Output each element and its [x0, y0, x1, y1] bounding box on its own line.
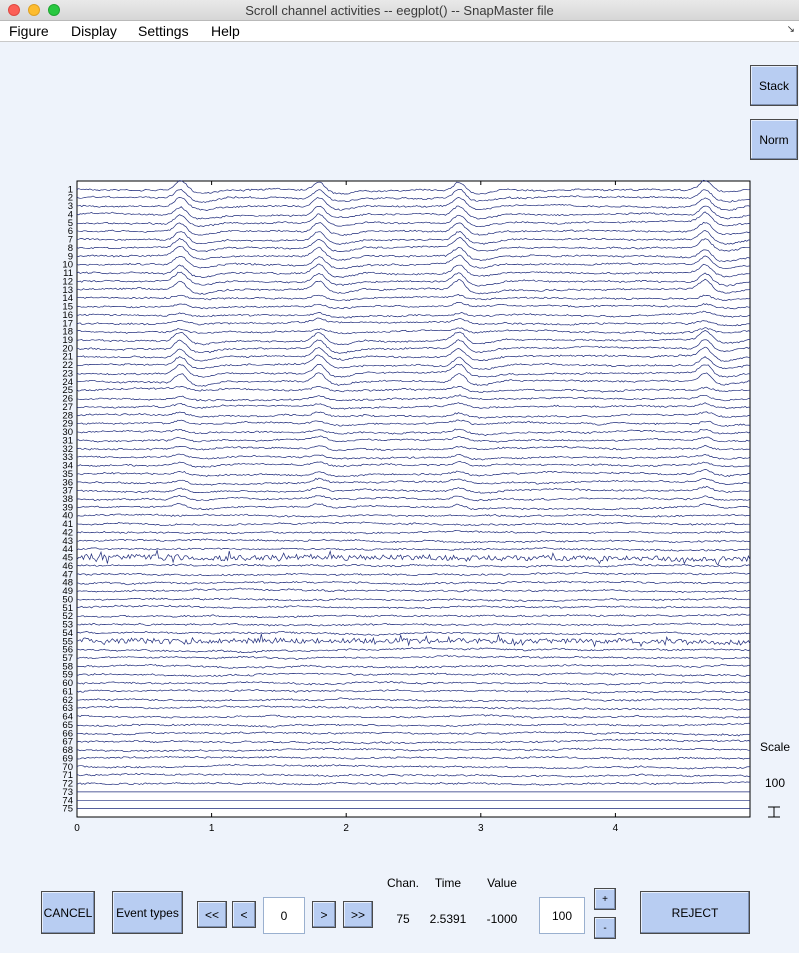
- value-label: Value: [477, 876, 527, 890]
- chan-label: Chan.: [380, 876, 426, 890]
- x-tick-label: 4: [613, 823, 619, 834]
- window-position-input[interactable]: 0: [263, 897, 305, 934]
- value-value: -1000: [477, 912, 527, 926]
- x-tick-label: 0: [74, 823, 80, 834]
- increase-scale-button[interactable]: +: [594, 888, 616, 910]
- plot-area[interactable]: [77, 181, 750, 817]
- x-tick-label: 1: [209, 823, 215, 834]
- first-page-button[interactable]: <<: [197, 901, 227, 928]
- decrease-scale-button[interactable]: -: [594, 917, 616, 939]
- channel-label: 75: [62, 804, 73, 815]
- x-tick-label: 3: [478, 823, 484, 834]
- reject-button[interactable]: REJECT: [640, 891, 750, 934]
- scale-label: Scale: [752, 740, 798, 754]
- scale-bar: [768, 807, 780, 817]
- cancel-button[interactable]: CANCEL: [41, 891, 95, 934]
- x-tick-label: 2: [343, 823, 349, 834]
- last-page-button[interactable]: >>: [343, 901, 373, 928]
- next-page-button[interactable]: >: [312, 901, 336, 928]
- previous-page-button[interactable]: <: [232, 901, 256, 928]
- spacing-input[interactable]: 100: [539, 897, 585, 934]
- event-types-button[interactable]: Event types: [112, 891, 183, 934]
- scale-value: 100: [752, 776, 798, 790]
- time-label: Time: [425, 876, 471, 890]
- time-value: 2.5391: [420, 912, 476, 926]
